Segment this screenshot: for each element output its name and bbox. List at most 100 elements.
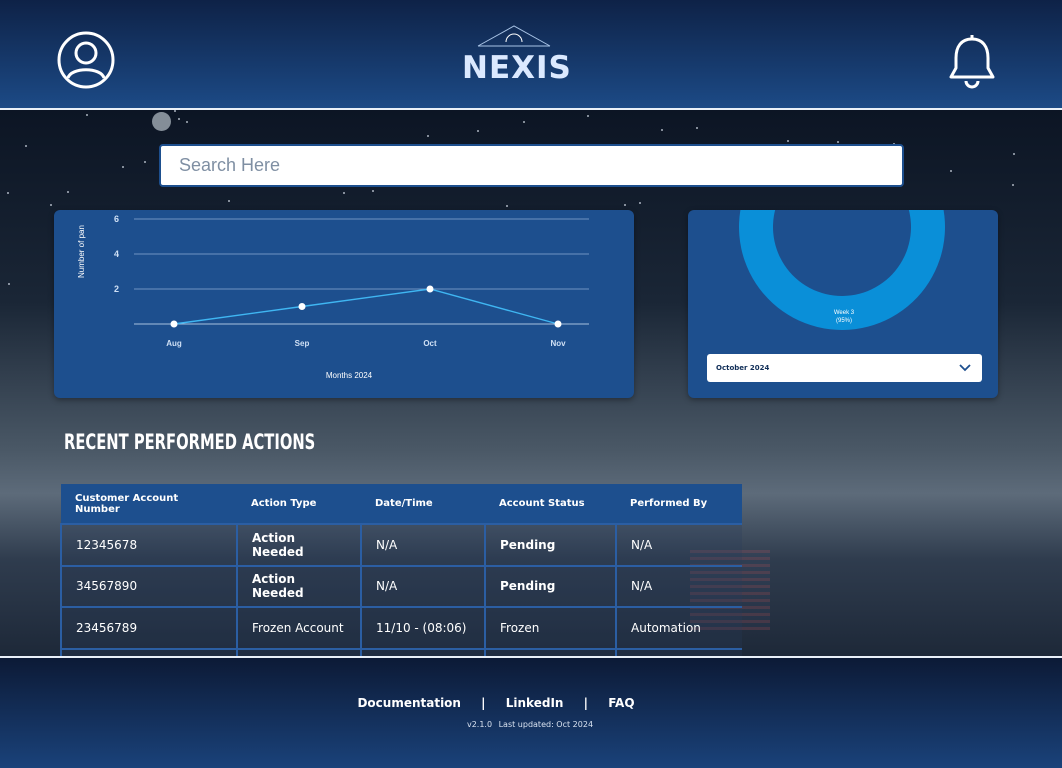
- recent-actions-table: Customer Account Number Action Type Date…: [60, 484, 742, 656]
- donut-slice-percent: (95%): [836, 318, 852, 324]
- x-tick-label: Oct: [423, 339, 437, 348]
- star: [25, 145, 27, 147]
- table-row[interactable]: 23456789 Frozen Account 11/10 - (08:06) …: [60, 606, 742, 650]
- cell-empty: [360, 647, 486, 656]
- donut-chart-card: Week 3 (95%) October 2024: [688, 210, 998, 398]
- star: [8, 283, 10, 285]
- cell-action-type: Frozen Account: [236, 606, 362, 650]
- star: [50, 204, 52, 206]
- star: [523, 121, 525, 123]
- version-text: v2.1.0: [466, 720, 493, 729]
- cell-empty: [615, 647, 742, 656]
- star: [1013, 153, 1015, 155]
- user-circle-icon: [57, 31, 115, 89]
- footer-links: Documentation | LinkedIn | FAQ: [0, 696, 992, 710]
- cell-performed-by: Automation: [615, 606, 742, 650]
- data-point[interactable]: [426, 285, 434, 293]
- line-chart: Number of pan Months 2024 2 4 6 Aug Sep Oct No…: [77, 214, 589, 380]
- star: [7, 192, 9, 194]
- col-account-status: Account Status: [485, 484, 616, 524]
- col-account-number: Customer Account Number: [61, 484, 237, 524]
- star: [837, 141, 839, 143]
- y-tick-label: 2: [114, 284, 119, 294]
- table-row[interactable]: [60, 647, 742, 656]
- last-updated-text: Last updated: Oct 2024: [498, 720, 594, 729]
- nexis-logo: NEXIS: [462, 24, 572, 86]
- star: [477, 130, 479, 132]
- star: [372, 190, 374, 192]
- cell-empty: [236, 647, 362, 656]
- cell-account-status: Frozen: [484, 606, 617, 650]
- moon: [152, 112, 171, 131]
- cell-empty: [60, 647, 238, 656]
- cell-account-status: Pending: [484, 564, 617, 608]
- cell-date-time: N/A: [360, 564, 486, 608]
- table-header-row: Customer Account Number Action Type Date…: [61, 484, 742, 524]
- logo-roof-icon: [477, 25, 551, 47]
- star: [144, 161, 146, 163]
- star: [427, 135, 429, 137]
- donut-chart: Week 3 (95%): [739, 210, 945, 330]
- bell-icon: [949, 35, 995, 89]
- star: [186, 121, 188, 123]
- line-chart-card: Number of pan Months 2024 2 4 6 Aug Sep Oct No…: [54, 210, 634, 398]
- star: [178, 118, 180, 120]
- star: [1012, 184, 1014, 186]
- star: [587, 115, 589, 117]
- chart-xlabel: Months 2024: [326, 371, 373, 380]
- star: [696, 127, 698, 129]
- star: [639, 202, 641, 204]
- app-header: NEXIS: [0, 0, 1062, 110]
- logo-text: NEXIS: [462, 50, 572, 86]
- cell-date-time: 11/10 - (08:06): [360, 606, 486, 650]
- cell-account-number: 12345678: [60, 523, 238, 567]
- star: [950, 170, 952, 172]
- donut-slice[interactable]: [739, 210, 945, 330]
- recent-actions-title: Recent Performed Actions: [64, 430, 316, 454]
- cell-account-status: Pending: [484, 523, 617, 567]
- profile-button[interactable]: [56, 30, 116, 90]
- cell-date-time: N/A: [360, 523, 486, 567]
- star: [787, 140, 789, 142]
- y-tick-label: 4: [114, 249, 119, 259]
- cell-action-type: Action Needed: [236, 523, 362, 567]
- series-line: [173, 288, 559, 325]
- footer-separator: |: [583, 696, 589, 710]
- cell-performed-by: N/A: [615, 523, 742, 567]
- data-point[interactable]: [554, 320, 562, 328]
- star: [174, 110, 176, 112]
- cell-account-number: 34567890: [60, 564, 238, 608]
- app-footer: Documentation | LinkedIn | FAQ v2.1.0 La…: [0, 656, 1062, 768]
- search-input[interactable]: [159, 144, 904, 187]
- star: [228, 200, 230, 202]
- star: [624, 204, 626, 206]
- y-tick-label: 6: [114, 214, 119, 224]
- star: [506, 205, 508, 207]
- data-point[interactable]: [170, 320, 178, 328]
- x-tick-label: Sep: [295, 339, 310, 348]
- star: [67, 191, 69, 193]
- notifications-button[interactable]: [946, 34, 998, 90]
- table-row[interactable]: 34567890 Action Needed N/A Pending N/A: [60, 564, 742, 608]
- donut-slice-label: Week 3: [834, 310, 855, 316]
- table-row[interactable]: 12345678 Action Needed N/A Pending N/A: [60, 523, 742, 567]
- cell-account-number: 23456789: [60, 606, 238, 650]
- x-tick-label: Nov: [550, 339, 566, 348]
- month-select[interactable]: October 2024: [707, 354, 982, 382]
- footer-link-linkedin[interactable]: LinkedIn: [505, 696, 564, 710]
- footer-link-faq[interactable]: FAQ: [608, 696, 635, 710]
- chart-ylabel: Number of pan: [77, 225, 86, 278]
- cell-action-type: Action Needed: [236, 564, 362, 608]
- footer-link-documentation[interactable]: Documentation: [357, 696, 461, 710]
- month-select-value: October 2024: [716, 364, 770, 372]
- col-performed-by: Performed By: [616, 484, 742, 524]
- star: [343, 192, 345, 194]
- x-tick-label: Aug: [166, 339, 182, 348]
- cell-performed-by: N/A: [615, 564, 742, 608]
- star: [122, 166, 124, 168]
- col-date-time: Date/Time: [361, 484, 485, 524]
- star: [86, 114, 88, 116]
- chevron-down-icon: [959, 364, 971, 372]
- data-point[interactable]: [298, 303, 306, 310]
- star: [661, 129, 663, 131]
